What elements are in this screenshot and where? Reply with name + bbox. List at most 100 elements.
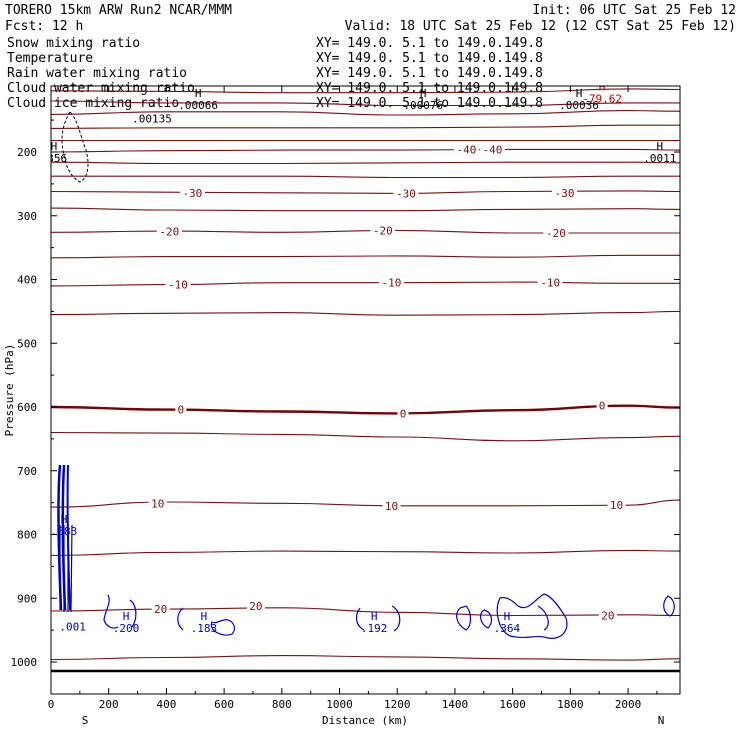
y-tick-label: 500	[17, 337, 37, 350]
isotherm-label: 20	[154, 603, 167, 616]
legend: Snow mixing ratio XY= 149.0. 5.1 to 149.0…	[7, 36, 543, 111]
extremum-marker: H	[51, 140, 58, 153]
isotherm-label: -30	[555, 187, 575, 200]
isotherm-label: 20	[601, 609, 614, 622]
snow-contour	[61, 111, 89, 183]
isotherm--5	[51, 310, 680, 316]
extremum-marker: H	[201, 610, 208, 623]
isotherm-0	[51, 404, 680, 415]
legend-entry-name: Snow mixing ratio	[7, 36, 140, 51]
extremum-value: .00036	[559, 99, 599, 112]
extremum-value: .00076	[403, 99, 443, 112]
legend-entry-name: Rain water mixing ratio	[7, 66, 187, 81]
isotherm--50	[51, 110, 680, 116]
cloud-water-blob	[391, 605, 401, 632]
isotherm-label-bg	[156, 225, 182, 238]
legend-entry-name: Cloud ice mixing ratio	[7, 96, 179, 111]
isotherm-label-bg	[165, 278, 191, 291]
north-label: N	[658, 714, 665, 727]
isotherm-label: 10	[385, 500, 398, 513]
isotherm-label: -20	[159, 226, 179, 239]
isotherm-label: -30	[182, 187, 202, 200]
isotherm-label-bg	[382, 499, 401, 512]
extremum-value: .200	[113, 622, 140, 635]
isotherm-label: 0	[400, 407, 407, 420]
isotherm-label-bg	[370, 224, 396, 237]
isotherm-label: 20	[249, 600, 262, 613]
extremum-value: .192	[361, 622, 388, 635]
x-tick-label: 600	[214, 698, 234, 711]
extremum-marker: H	[420, 87, 427, 100]
isotherm-label: -20	[546, 227, 566, 240]
y-tick-label: 900	[17, 592, 37, 605]
legend-entry-desc: XY= 149.0. 5.1 to 149.0.149.8	[316, 81, 543, 96]
y-tick-label: 800	[17, 529, 37, 542]
south-label: S	[82, 714, 89, 727]
isotherm-label-bg	[453, 143, 479, 156]
isotherm-5	[51, 431, 680, 442]
isotherm-20	[51, 607, 680, 617]
isotherm-label: 0	[599, 400, 606, 413]
extremum-value: .00135	[132, 112, 172, 125]
cloud-water-blob	[663, 595, 675, 617]
x-tick-label: 2000	[615, 698, 642, 711]
y-tick-label: 200	[17, 146, 37, 159]
header-valid-time: Valid: 18 UTC Sat 25 Feb 12 (12 CST Sat …	[345, 19, 736, 34]
extremum-value: .00066	[178, 99, 218, 112]
cloud-water-contours	[57, 464, 675, 639]
isotherm-label-bg	[393, 187, 419, 200]
cloud-water-blob	[355, 607, 365, 631]
x-axis-label: Distance (km)	[322, 714, 408, 727]
isotherm-label-bg	[543, 226, 569, 239]
isotherm-15	[51, 549, 680, 557]
isotherm-label: 10	[610, 499, 623, 512]
cloud-water-blob	[177, 607, 184, 631]
x-tick-label: 0	[48, 698, 55, 711]
temperature-contours	[51, 88, 680, 661]
plot-area: -40 -40 -30 -30 -30 -20 -20 -20 -10 -10 -10 0 0 0 10 10…	[51, 86, 680, 661]
x-tick-label: 1800	[557, 698, 584, 711]
x-axis: 0 200 400 600 800 1000 1200 1400 1600 1800 2000	[48, 86, 658, 711]
legend-entry-name: Cloud water mixing ratio	[7, 81, 195, 96]
extremum-marker: H	[656, 140, 663, 153]
isotherm-label-bg	[607, 499, 626, 512]
extremum-value: .001	[59, 621, 86, 634]
isotherm-label: 10	[151, 497, 164, 510]
header: TORERO 15km ARW Run2 NCAR/MMM Init: 06 U…	[5, 3, 736, 34]
legend-entry-desc: XY= 149.0. 5.1 to 149.0.149.8	[316, 36, 543, 51]
isotherm-label: -40	[457, 143, 477, 156]
isotherm-10	[51, 499, 680, 508]
x-tick-label: 800	[272, 698, 292, 711]
extremum-marker: H	[61, 513, 68, 526]
y-axis-label: Pressure (hPa)	[3, 344, 16, 437]
isotherm--15	[51, 254, 680, 259]
isotherm-label-bg	[598, 609, 617, 622]
y-tick-label: 400	[17, 274, 37, 287]
isotherm-label-bg	[151, 603, 170, 616]
cloud-water-blob	[129, 599, 137, 628]
isotherm-label: -10	[382, 277, 402, 290]
x-tick-label: 1600	[499, 698, 526, 711]
y-tick-label: 300	[17, 210, 37, 223]
isotherm--25	[51, 207, 680, 212]
x-tick-label: 400	[156, 698, 176, 711]
isotherm-label-bg	[596, 399, 608, 412]
extremum-marker: H	[504, 610, 511, 623]
isotherm--40	[51, 148, 680, 153]
legend-entry-desc: XY= 149.0. 5.1 to 149.0.149.8	[316, 66, 543, 81]
isotherm-label-bg	[552, 186, 578, 199]
extremum-value: .683	[51, 525, 78, 538]
isotherm-label-bg	[179, 186, 205, 199]
cloud-water-blob	[210, 619, 236, 636]
extremum-value: .0011	[643, 152, 676, 165]
isotherm-label-bg	[397, 407, 409, 420]
x-tick-label: 1000	[326, 698, 353, 711]
isotherm-label: -20	[373, 224, 393, 237]
snow-contour-line	[61, 111, 89, 183]
x-tick-label: 1200	[384, 698, 411, 711]
isotherm--20	[51, 229, 680, 234]
isotherm-label-bg	[246, 599, 265, 612]
isotherm--55	[51, 100, 680, 107]
isotherm--35	[51, 175, 680, 179]
